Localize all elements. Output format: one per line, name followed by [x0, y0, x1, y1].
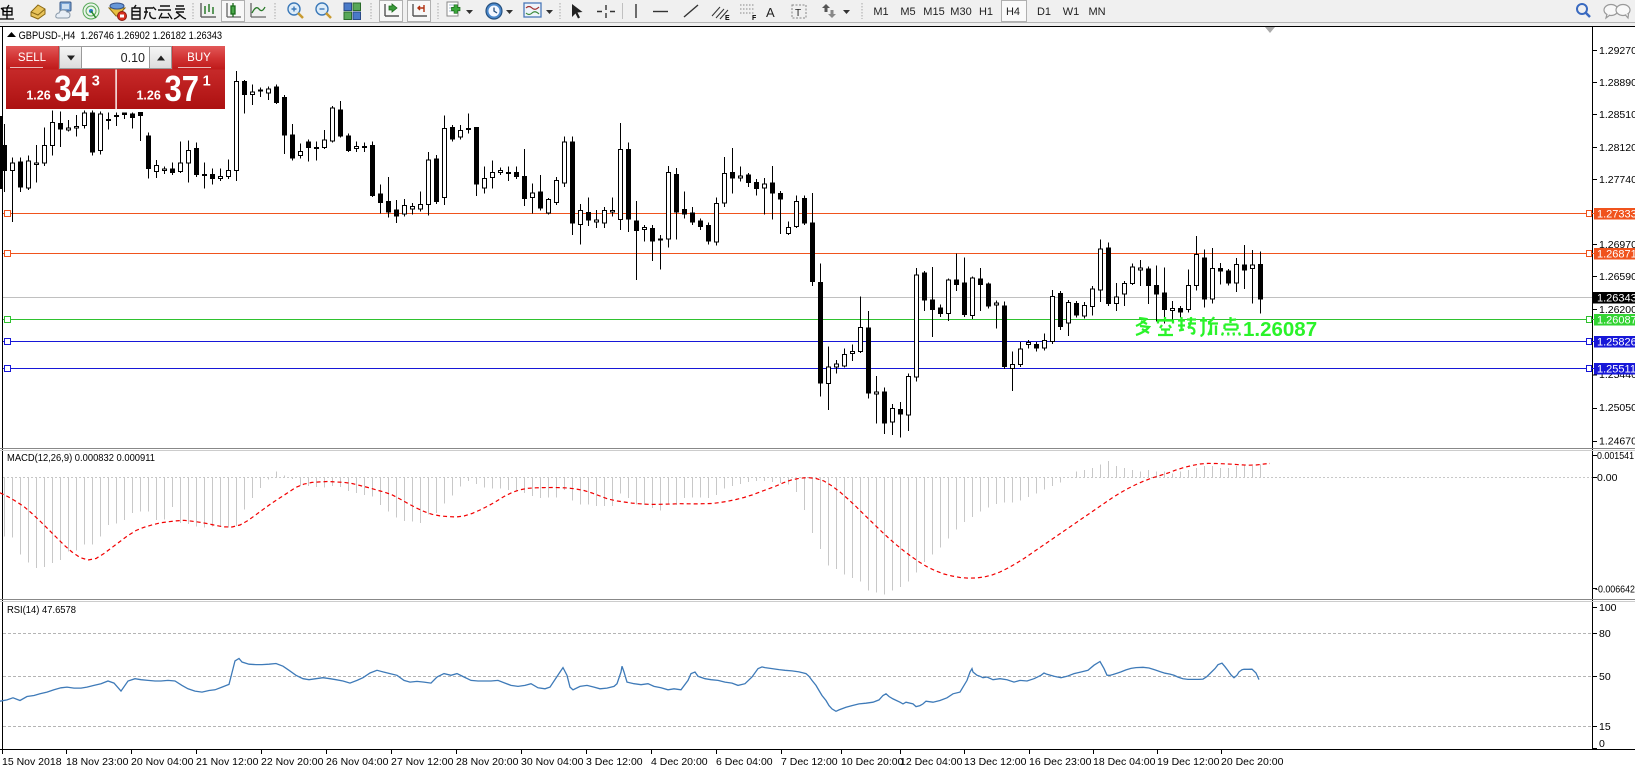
- svg-text:D1: D1: [1037, 6, 1051, 18]
- svg-text:15 Nov 2018: 15 Nov 2018: [2, 756, 62, 768]
- svg-text:A: A: [766, 5, 775, 20]
- svg-text:15: 15: [1599, 721, 1611, 733]
- svg-text:1: 1: [203, 74, 211, 90]
- svg-text:20 Nov 04:00: 20 Nov 04:00: [131, 756, 194, 768]
- svg-text:30 Nov 04:00: 30 Nov 04:00: [521, 756, 584, 768]
- svg-text:0: 0: [1599, 738, 1605, 750]
- svg-text:E: E: [725, 15, 730, 22]
- svg-text:H1: H1: [979, 6, 993, 18]
- svg-text:28 Nov 20:00: 28 Nov 20:00: [456, 756, 519, 768]
- svg-text:1.28510: 1.28510: [1599, 109, 1635, 121]
- svg-text:MN: MN: [1088, 6, 1105, 18]
- svg-text:1.25050: 1.25050: [1599, 402, 1635, 414]
- svg-text:21 Nov 12:00: 21 Nov 12:00: [196, 756, 259, 768]
- svg-text:1.26200: 1.26200: [1599, 304, 1635, 316]
- svg-text:26 Nov 04:00: 26 Nov 04:00: [326, 756, 389, 768]
- svg-text:1.26590: 1.26590: [1599, 271, 1635, 283]
- svg-text:BUY: BUY: [187, 52, 211, 64]
- svg-text:M15: M15: [923, 6, 944, 18]
- svg-text:SELL: SELL: [18, 52, 47, 64]
- svg-text:1.26087: 1.26087: [1597, 315, 1635, 327]
- svg-text:12 Dec 04:00: 12 Dec 04:00: [900, 756, 963, 768]
- svg-text:50: 50: [1599, 671, 1611, 683]
- svg-text:80: 80: [1599, 628, 1611, 640]
- svg-text:0.00: 0.00: [1597, 472, 1618, 484]
- svg-text:10 Dec 20:00: 10 Dec 20:00: [841, 756, 904, 768]
- svg-text:6 Dec 04:00: 6 Dec 04:00: [716, 756, 773, 768]
- svg-text:M1: M1: [873, 6, 888, 18]
- svg-text:1.26343: 1.26343: [1597, 293, 1635, 305]
- svg-text:37: 37: [165, 68, 200, 109]
- svg-text:1.28120: 1.28120: [1599, 142, 1635, 154]
- svg-text:100: 100: [1599, 602, 1617, 614]
- svg-text:1.25826: 1.25826: [1597, 337, 1635, 349]
- svg-text:3: 3: [92, 74, 100, 90]
- svg-text:F: F: [752, 15, 757, 22]
- svg-text:34: 34: [54, 68, 89, 109]
- svg-text:18 Dec 04:00: 18 Dec 04:00: [1093, 756, 1156, 768]
- svg-text:13 Dec 12:00: 13 Dec 12:00: [964, 756, 1027, 768]
- svg-text:0.10: 0.10: [121, 51, 145, 65]
- svg-text:MACD(12,26,9) 0.000832 0.00091: MACD(12,26,9) 0.000832 0.000911: [7, 452, 155, 464]
- svg-text:M30: M30: [950, 6, 971, 18]
- svg-text:7 Dec 12:00: 7 Dec 12:00: [781, 756, 838, 768]
- svg-text:1.28890: 1.28890: [1599, 77, 1635, 89]
- svg-text:22 Nov 20:00: 22 Nov 20:00: [261, 756, 324, 768]
- svg-text:19 Dec 12:00: 19 Dec 12:00: [1157, 756, 1220, 768]
- svg-text:0.001541: 0.001541: [1597, 450, 1634, 462]
- svg-text:1.25511: 1.25511: [1597, 364, 1635, 376]
- svg-text:M5: M5: [900, 6, 915, 18]
- svg-text:1.27740: 1.27740: [1599, 174, 1635, 186]
- svg-text:3 Dec 12:00: 3 Dec 12:00: [586, 756, 643, 768]
- svg-text:1.29270: 1.29270: [1599, 45, 1635, 57]
- svg-text:1.27333: 1.27333: [1597, 209, 1635, 221]
- svg-text:RSI(14) 47.6578: RSI(14) 47.6578: [7, 604, 76, 616]
- svg-text:T: T: [795, 8, 801, 19]
- svg-text:1.26087: 1.26087: [1243, 318, 1317, 341]
- svg-text:H4: H4: [1006, 6, 1020, 18]
- svg-text:1.26: 1.26: [136, 89, 160, 103]
- svg-text:20 Dec 20:00: 20 Dec 20:00: [1221, 756, 1284, 768]
- svg-text:GBPUSD-,H4 1.26746 1.26902 1.: GBPUSD-,H4 1.26746 1.26902 1.26182 1.263…: [19, 30, 223, 42]
- svg-text:27 Nov 12:00: 27 Nov 12:00: [391, 756, 454, 768]
- svg-text:1.24670: 1.24670: [1599, 436, 1635, 448]
- svg-text:-0.006642: -0.006642: [1595, 584, 1635, 596]
- svg-text:W1: W1: [1063, 6, 1080, 18]
- svg-text:18 Nov 23:00: 18 Nov 23:00: [66, 756, 129, 768]
- svg-text:1.26: 1.26: [26, 89, 50, 103]
- svg-text:16 Dec 23:00: 16 Dec 23:00: [1029, 756, 1092, 768]
- svg-text:1.26871: 1.26871: [1597, 249, 1635, 261]
- svg-text:4 Dec 20:00: 4 Dec 20:00: [651, 756, 708, 768]
